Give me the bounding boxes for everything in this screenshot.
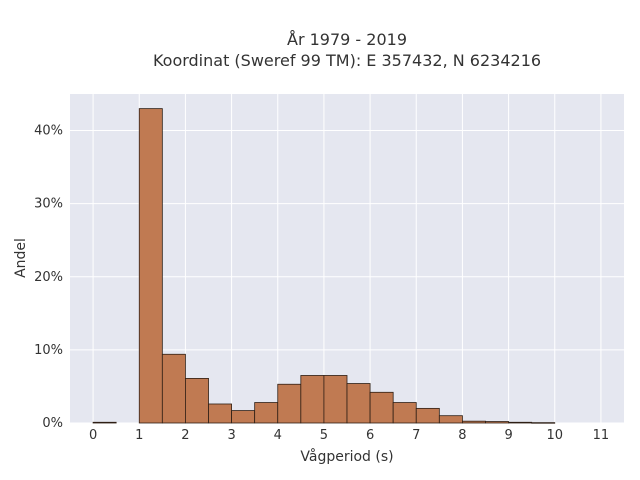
x-tick-label: 7	[412, 428, 420, 443]
histogram-bar	[138, 108, 163, 424]
x-tick-label: 8	[458, 428, 466, 443]
x-tick-label: 6	[366, 428, 374, 443]
histogram-bar	[438, 415, 463, 424]
y-axis-ticks: 0% 10% 20% 30% 40%	[34, 124, 63, 431]
histogram-bar	[392, 402, 417, 424]
x-tick-label: 5	[320, 428, 328, 443]
x-tick-label: 9	[504, 428, 512, 443]
bars	[92, 108, 556, 424]
chart-subtitle: Koordinat (Sweref 99 TM): E 357432, N 62…	[153, 51, 541, 70]
histogram-bar	[346, 383, 371, 424]
x-tick-label: 0	[89, 428, 97, 443]
histogram-bar	[531, 422, 556, 424]
histogram-bar	[323, 375, 348, 424]
y-tick-label: 40%	[34, 124, 63, 139]
x-tick-label: 11	[593, 428, 610, 443]
histogram-bar	[161, 353, 186, 424]
y-tick-label: 10%	[34, 343, 63, 358]
y-tick-label: 20%	[34, 270, 63, 285]
histogram-bar	[185, 378, 209, 424]
y-axis-label: Andel	[13, 238, 29, 278]
x-tick-label: 1	[135, 428, 143, 443]
x-tick-label: 2	[181, 428, 189, 443]
histogram-bar	[208, 403, 232, 424]
histogram-bar	[300, 375, 325, 424]
y-tick-label: 30%	[34, 197, 63, 212]
y-tick-label: 0%	[42, 416, 63, 431]
chart-title: År 1979 - 2019	[287, 30, 407, 49]
x-tick-label: 10	[546, 428, 563, 443]
histogram-bar	[508, 421, 533, 424]
histogram-bar	[462, 420, 486, 424]
x-tick-label: 3	[227, 428, 235, 443]
histogram-bar	[231, 410, 256, 424]
x-axis-label: Vågperiod (s)	[300, 448, 393, 465]
histogram-bar	[415, 407, 440, 424]
histogram-bar	[254, 402, 279, 424]
x-tick-label: 4	[274, 428, 282, 443]
x-axis-ticks: 0 1 2 3 4 5 6 7 8 9 10 11	[89, 428, 609, 443]
histogram-bar	[92, 421, 117, 424]
histogram-bar	[369, 391, 394, 424]
histogram-bar	[277, 383, 302, 424]
histogram-bar	[485, 421, 509, 424]
